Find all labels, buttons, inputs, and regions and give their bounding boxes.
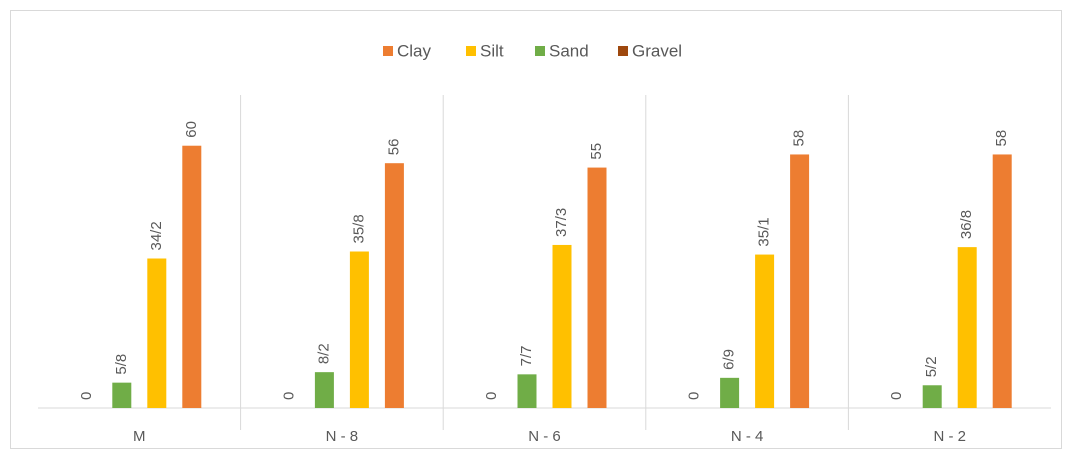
value-label: 0 bbox=[888, 392, 905, 400]
value-label: 35/8 bbox=[350, 214, 367, 243]
bar bbox=[112, 382, 132, 408]
value-label: 36/8 bbox=[958, 210, 975, 239]
value-label: 0 bbox=[686, 392, 703, 400]
value-label: 37/3 bbox=[553, 208, 570, 237]
value-label: 58 bbox=[993, 130, 1010, 147]
x-tick-label: N - 2 bbox=[933, 428, 966, 445]
legend-label: Sand bbox=[549, 41, 589, 60]
value-label: 35/1 bbox=[756, 217, 773, 246]
bar bbox=[922, 385, 942, 408]
x-tick-label: N - 4 bbox=[731, 428, 764, 445]
x-tick-label: N - 6 bbox=[528, 428, 561, 445]
legend-swatch bbox=[618, 46, 628, 56]
legend-label: Clay bbox=[397, 41, 432, 60]
value-label: 0 bbox=[78, 392, 95, 400]
value-label: 6/9 bbox=[721, 349, 738, 370]
value-label: 7/7 bbox=[518, 345, 535, 366]
value-label: 0 bbox=[280, 392, 297, 400]
bar bbox=[552, 244, 572, 408]
bar bbox=[755, 254, 775, 408]
value-label: 34/2 bbox=[148, 221, 165, 250]
value-label: 5/2 bbox=[923, 356, 940, 377]
bar bbox=[790, 154, 810, 408]
value-label: 60 bbox=[183, 121, 200, 138]
value-label: 56 bbox=[385, 139, 402, 156]
legend-swatch bbox=[383, 46, 393, 56]
legend-label: Silt bbox=[480, 41, 504, 60]
value-label: 0 bbox=[483, 392, 500, 400]
legend-swatch bbox=[466, 46, 476, 56]
bar bbox=[957, 247, 977, 408]
value-label: 5/8 bbox=[113, 354, 130, 375]
bar bbox=[314, 372, 334, 408]
legend-label: Gravel bbox=[632, 41, 682, 60]
value-label: 58 bbox=[791, 130, 808, 147]
bar bbox=[384, 163, 404, 408]
value-label: 55 bbox=[588, 143, 605, 160]
bar bbox=[587, 167, 607, 408]
bar bbox=[147, 258, 167, 408]
bar bbox=[992, 154, 1012, 408]
x-tick-label: N - 8 bbox=[326, 428, 359, 445]
bar bbox=[720, 377, 740, 408]
bar bbox=[517, 374, 537, 408]
legend-swatch bbox=[535, 46, 545, 56]
bar bbox=[182, 145, 202, 408]
bar bbox=[349, 251, 369, 408]
x-tick-label: M bbox=[133, 428, 146, 445]
value-label: 8/2 bbox=[315, 343, 332, 364]
